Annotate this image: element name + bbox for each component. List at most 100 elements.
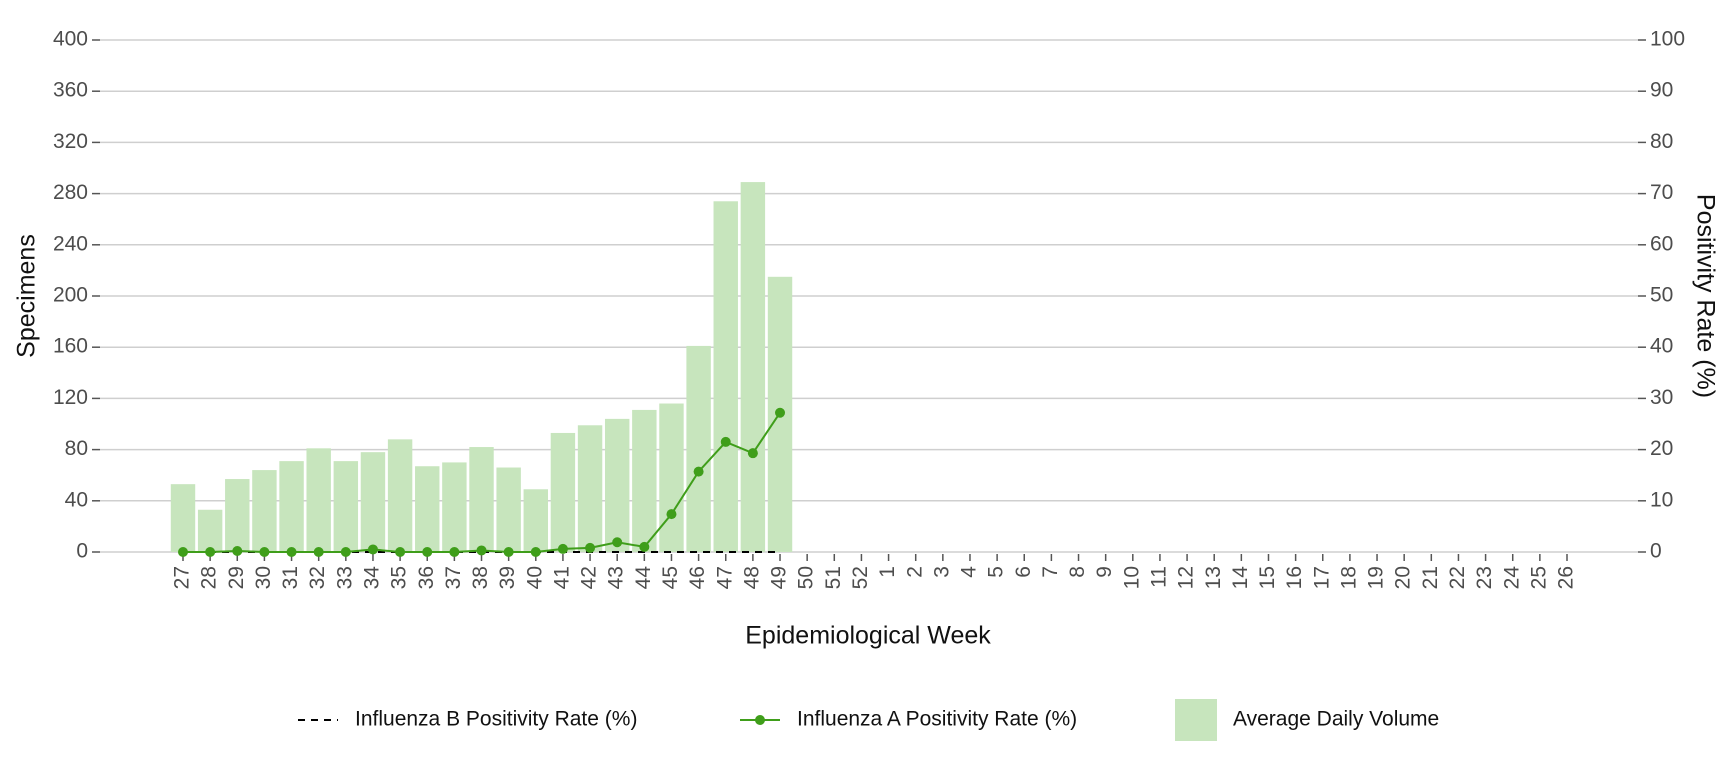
x-tick-label: 45 [659,566,682,589]
legend-marker [755,715,765,725]
bar [632,409,657,552]
y-tick-label: 360 [53,79,88,102]
y2-tick-label: 20 [1650,437,1673,460]
bar [306,448,331,552]
bar [686,345,711,552]
bar [415,466,440,552]
x-tick-label: 24 [1500,566,1523,590]
marker [205,547,216,557]
bar [604,418,630,552]
x-tick-label: 27 [171,566,194,589]
x-tick-label: 48 [740,566,763,589]
y-tick-label: 0 [76,540,88,563]
x-tick-label: 17 [1310,566,1333,589]
marker [720,436,731,447]
x-tick-label: 9 [1093,566,1116,578]
legend-item: Influenza A Positivity Rate (%) [740,708,1077,731]
y-axis-title: Specimens [13,234,41,358]
x-tick-label: 23 [1473,566,1496,589]
marker [422,547,433,557]
x-tick-label: 26 [1555,566,1578,589]
x-tick-label: 14 [1229,566,1252,590]
y2-tick-label: 10 [1650,488,1673,511]
y-tick-label: 80 [65,437,88,460]
x-tick-label: 41 [550,566,573,589]
bar [550,432,576,552]
legend-item: Average Daily Volume [1175,699,1439,741]
marker [178,547,188,557]
y-tick-label: 160 [53,335,88,358]
x-tick-label: 11 [1147,566,1170,588]
y2-tick-label: 80 [1650,130,1673,153]
bar [659,403,684,552]
x-tick-label: 52 [849,566,872,589]
x-tick-label: 25 [1527,566,1550,589]
marker [693,466,704,477]
marker [449,547,460,557]
marker [530,547,541,557]
bar [197,509,223,552]
y-tick-label: 280 [53,181,88,204]
x-tick-label: 22 [1446,566,1469,589]
x-tick-label: 19 [1365,566,1388,589]
marker [775,407,786,418]
bar [577,425,603,552]
y2-tick-label: 0 [1650,540,1662,563]
marker [313,547,324,557]
bar [225,479,250,552]
x-tick-label: 35 [388,566,411,589]
y2-tick-label: 30 [1650,386,1673,409]
x-axis-title: Epidemiological Week [745,622,991,650]
marker [612,537,623,548]
x-tick-label: 6 [1012,566,1035,578]
marker [367,544,378,555]
bar [387,439,413,552]
bar [469,447,494,552]
marker [340,547,351,557]
x-tick-label: 20 [1392,566,1415,589]
x-tick-label: 28 [198,566,221,589]
x-tick-label: 43 [605,566,628,589]
y-tick-label: 40 [65,488,88,511]
y-tick-label: 400 [53,28,88,51]
x-tick-label: 47 [713,566,736,589]
marker [639,541,650,552]
y2-tick-label: 40 [1650,335,1673,358]
y-tick-label: 240 [53,232,88,255]
x-tick-label: 18 [1337,566,1360,589]
x-tick-label: 2 [903,566,926,578]
y2-tick-label: 100 [1650,28,1685,51]
marker [503,547,514,557]
x-tick-label: 5 [985,566,1008,578]
x-tick-label: 46 [686,566,709,589]
bar [279,461,304,552]
x-tick-label: 44 [632,566,655,590]
x-tick-label: 4 [958,566,981,578]
x-tick-label: 34 [361,566,384,590]
bar [170,484,196,552]
marker [395,547,406,557]
x-tick-label: 49 [768,566,791,589]
legend-swatch [1175,699,1217,741]
y2-tick-label: 50 [1650,284,1673,307]
x-tick-label: 12 [1175,566,1198,589]
x-tick-label: 42 [578,566,601,589]
bar [360,452,386,552]
x-tick-label: 33 [333,566,356,589]
y-tick-label: 320 [53,130,88,153]
x-tick-label: 39 [496,566,519,589]
x-tick-label: 7 [1039,566,1062,578]
bar [523,489,548,552]
marker [747,448,758,459]
marker [476,545,487,556]
marker [286,547,297,557]
x-tick-label: 40 [523,566,546,589]
x-tick-label: 30 [252,566,275,589]
x-tick-label: 51 [822,566,845,589]
legend-item: Influenza B Positivity Rate (%) [298,708,637,731]
y-tick-label: 200 [53,284,88,307]
bar [496,467,521,552]
bar [252,470,277,552]
x-tick-label: 13 [1202,566,1225,589]
bar [442,462,467,552]
